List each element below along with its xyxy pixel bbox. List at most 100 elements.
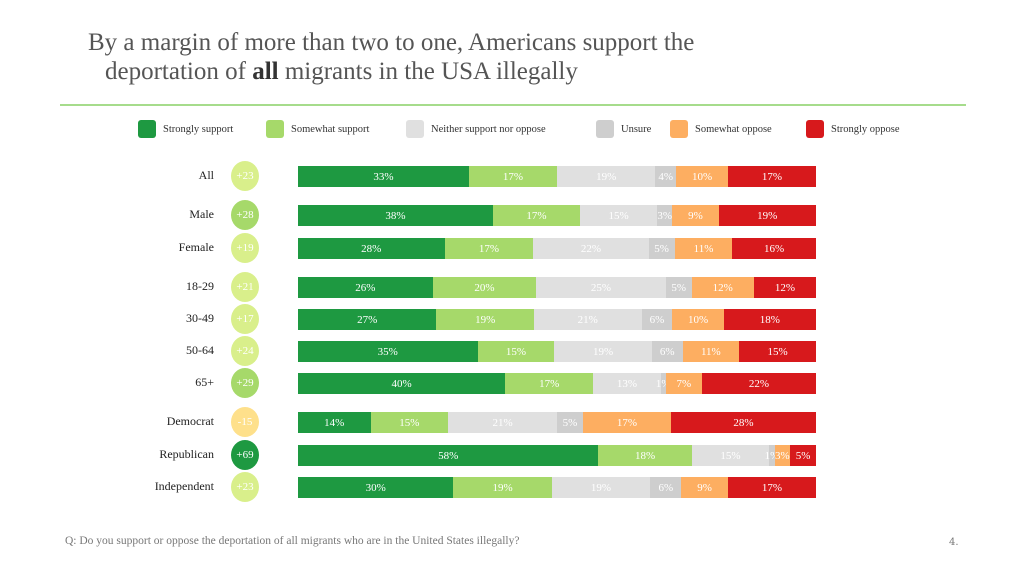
- slide-title: By a margin of more than two to one, Ame…: [88, 28, 694, 86]
- bar-segment: 19%: [554, 341, 652, 362]
- category-label: Female: [178, 240, 214, 254]
- legend-item: Neither support nor oppose: [406, 120, 546, 138]
- bar-segment: 15%: [691, 445, 770, 466]
- bar-segment: 26%: [298, 277, 433, 298]
- bar-segment: 3%: [657, 205, 673, 226]
- net-score-badge: +17: [231, 304, 259, 334]
- bar-segment: 11%: [674, 238, 733, 259]
- bar-segment: 11%: [682, 341, 740, 362]
- category-label: Republican: [159, 447, 214, 461]
- bar-segment: 14%: [298, 412, 371, 433]
- bar-segment: 19%: [557, 166, 656, 187]
- category-label: Democrat: [166, 414, 214, 428]
- legend-swatch: [406, 120, 424, 138]
- legend-swatch: [138, 120, 156, 138]
- bar-segment: 6%: [641, 309, 673, 330]
- legend-swatch: [806, 120, 824, 138]
- legend-swatch: [596, 120, 614, 138]
- title-text: deportation of: [105, 58, 253, 85]
- bar-segment: 27%: [298, 309, 437, 330]
- legend-item: Unsure: [596, 120, 651, 138]
- title-line-2: deportation of all migrants in the USA i…: [88, 57, 694, 86]
- legend-label: Somewhat support: [291, 123, 370, 135]
- legend-item: Somewhat support: [266, 120, 369, 138]
- bar-segment: 13%: [593, 373, 661, 394]
- net-score-badge: +24: [231, 336, 259, 366]
- question-footnote: Q: Do you support or oppose the deportat…: [65, 535, 520, 547]
- bar-segment: 16%: [732, 238, 816, 259]
- net-score-badge: -15: [231, 407, 259, 437]
- title-line-1: By a margin of more than two to one, Ame…: [88, 29, 695, 56]
- bar-segment: 40%: [298, 373, 506, 394]
- bar-segment: 6%: [651, 341, 683, 362]
- legend-item: Strongly support: [138, 120, 233, 138]
- bar-segment: 4%: [655, 166, 677, 187]
- legend-swatch: [266, 120, 284, 138]
- category-label: 65+: [195, 375, 214, 389]
- net-score-badge: +21: [231, 272, 259, 302]
- bar-segment: 5%: [648, 238, 675, 259]
- bar-segment: 15%: [739, 341, 816, 362]
- bar-segment: 20%: [432, 277, 537, 298]
- legend-swatch: [670, 120, 688, 138]
- bar-segment: 9%: [681, 477, 728, 498]
- bar-segment: 17%: [505, 373, 594, 394]
- net-score-badge: +23: [231, 161, 259, 191]
- title-text: migrants in the USA illegally: [278, 58, 578, 85]
- bar-segment: 5%: [557, 412, 583, 433]
- category-label: 50-64: [186, 343, 214, 357]
- bar-segment: 18%: [598, 445, 692, 466]
- title-divider: [60, 104, 966, 106]
- bar-segment: 15%: [477, 341, 555, 362]
- bar-segment: 19%: [551, 477, 651, 498]
- bar-segment: 19%: [436, 309, 534, 330]
- category-label: 30-49: [186, 311, 214, 325]
- legend-label: Neither support nor oppose: [431, 123, 546, 135]
- category-label: Male: [189, 207, 214, 221]
- bar-segment: 15%: [370, 412, 449, 433]
- bar-segment: 58%: [298, 445, 599, 466]
- bar-segment: 25%: [536, 277, 666, 298]
- legend-label: Unsure: [621, 123, 652, 135]
- net-score-badge: +69: [231, 440, 259, 470]
- bar-segment: 15%: [580, 205, 657, 226]
- bar-segment: 5%: [665, 277, 692, 298]
- bar-segment: 12%: [753, 277, 816, 298]
- legend-label: Strongly support: [163, 123, 234, 135]
- bar-segment: 18%: [723, 309, 816, 330]
- bar-segment: 19%: [718, 205, 816, 226]
- legend-item: Strongly oppose: [806, 120, 900, 138]
- bar-segment: 9%: [672, 205, 719, 226]
- net-score-badge: +28: [231, 200, 259, 230]
- category-label: Independent: [154, 479, 214, 493]
- bar-segment: 10%: [672, 309, 724, 330]
- bar-segment: 12%: [691, 277, 754, 298]
- legend-label: Somewhat oppose: [695, 123, 772, 135]
- bar-segment: 35%: [298, 341, 478, 362]
- category-label: All: [198, 168, 214, 182]
- legend-item: Somewhat oppose: [670, 120, 772, 138]
- bar-segment: 3%: [774, 445, 791, 466]
- page-number: 4.: [949, 537, 959, 548]
- bar-segment: 28%: [670, 412, 816, 433]
- bar-segment: 22%: [533, 238, 649, 259]
- bar-segment: 17%: [727, 477, 816, 498]
- legend: Strongly support Somewhat support Neither …: [0, 120, 1024, 140]
- bar-segment: 21%: [448, 412, 557, 433]
- net-score-badge: +19: [231, 233, 259, 263]
- legend-label: Strongly oppose: [831, 123, 900, 135]
- bar-segment: 33%: [298, 166, 469, 187]
- bar-segment: 5%: [790, 445, 816, 466]
- net-score-badge: +29: [231, 368, 259, 398]
- bar-segment: 10%: [676, 166, 728, 187]
- title-bold: all: [252, 58, 279, 85]
- bar-segment: 21%: [533, 309, 642, 330]
- bar-segment: 17%: [444, 238, 534, 259]
- bar-segment: 30%: [298, 477, 454, 498]
- bar-segment: 17%: [468, 166, 557, 187]
- bar-segment: 28%: [298, 238, 445, 259]
- bar-segment: 17%: [492, 205, 581, 226]
- bar-segment: 17%: [582, 412, 671, 433]
- net-score-badge: +23: [231, 472, 259, 502]
